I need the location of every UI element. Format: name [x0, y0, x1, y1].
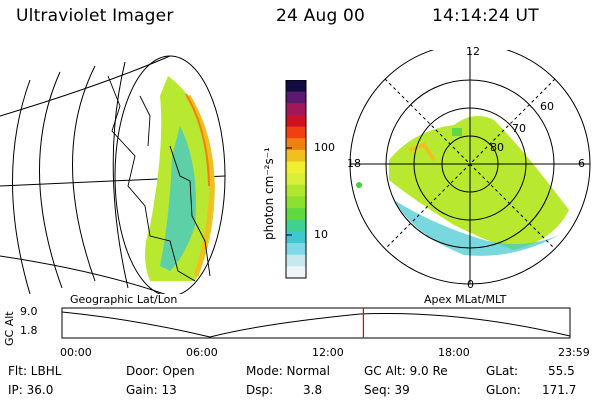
polar-plot [349, 50, 591, 285]
colorbar-tick-10: 10 [314, 228, 328, 241]
colorbar-unit-label: photon cm⁻²s⁻¹ [262, 147, 276, 240]
colorbar-stripe [286, 243, 306, 256]
status-gain: Gain: 13 [126, 383, 177, 397]
colorbar-stripe [286, 266, 306, 279]
timeline-ymin: 1.8 [20, 324, 38, 337]
timeline-axis-label: GC Alt [3, 311, 16, 346]
colorbar-stripe [286, 161, 306, 174]
auroral-oval-polar [356, 116, 569, 256]
colorbar-stripe [286, 103, 306, 116]
timeline-tick-0000: 00:00 [60, 346, 92, 359]
date-label: 24 Aug 00 [276, 6, 366, 26]
colorbar-stripe [286, 126, 306, 139]
colorbar-stripe [286, 208, 306, 221]
status-glon-value: 171.7 [542, 383, 577, 397]
colorbar-tick-100: 100 [314, 141, 335, 154]
mlt-label-12: 12 [466, 45, 480, 58]
status-mode: Mode: Normal [246, 364, 330, 378]
timeline-tick-1800: 18:00 [438, 346, 470, 359]
coastline [107, 75, 211, 282]
timeline-ymax: 9.0 [20, 305, 38, 318]
colorbar [285, 80, 307, 279]
lat-label-80: 80 [490, 141, 504, 154]
polar-panel-label: Apex MLat/MLT [424, 293, 507, 306]
lat-label-60: 60 [540, 100, 554, 113]
altitude-timeline [61, 307, 571, 339]
timeline-tick-0600: 06:00 [186, 346, 218, 359]
status-gc-alt: GC Alt: 9.0 Re [364, 364, 448, 378]
colorbar-stripe [286, 138, 306, 151]
timeline-tick-1200: 12:00 [312, 346, 344, 359]
status-glat-value: 55.5 [548, 364, 575, 378]
time-label: 14:14:24 UT [432, 6, 539, 26]
colorbar-stripe [286, 254, 306, 267]
lat-label-70: 70 [512, 122, 526, 135]
status-dsp-label: Dsp: [246, 383, 274, 397]
colorbar-stripe [286, 173, 306, 186]
app-title: Ultraviolet Imager [16, 6, 174, 26]
status-flt: Flt: LBHL [8, 364, 62, 378]
colorbar-stripe [286, 80, 306, 93]
colorbar-stripe [286, 91, 306, 104]
status-seq: Seq: 39 [364, 383, 410, 397]
mlt-label-6: 6 [578, 157, 585, 170]
colorbar-stripe [286, 149, 306, 163]
status-door: Door: Open [126, 364, 195, 378]
colorbar-stripe [286, 231, 306, 244]
colorbar-stripe [286, 184, 306, 198]
auroral-oval-geo [145, 76, 215, 281]
mlt-label-0: 0 [467, 278, 474, 291]
colorbar-stripe [286, 114, 306, 128]
geo-panel-label: Geographic Lat/Lon [70, 293, 178, 306]
geographic-map [0, 55, 226, 294]
timeline-tick-2359: 23:59 [558, 346, 590, 359]
status-glon-label: GLon: [486, 383, 521, 397]
status-dsp-value: 3.8 [303, 383, 323, 397]
status-glat-label: GLat: [486, 364, 519, 378]
status-ip: IP: 36.0 [8, 383, 54, 397]
mlt-label-18: 18 [347, 157, 361, 170]
colorbar-stripe [286, 196, 306, 209]
colorbar-stripe [286, 219, 306, 233]
